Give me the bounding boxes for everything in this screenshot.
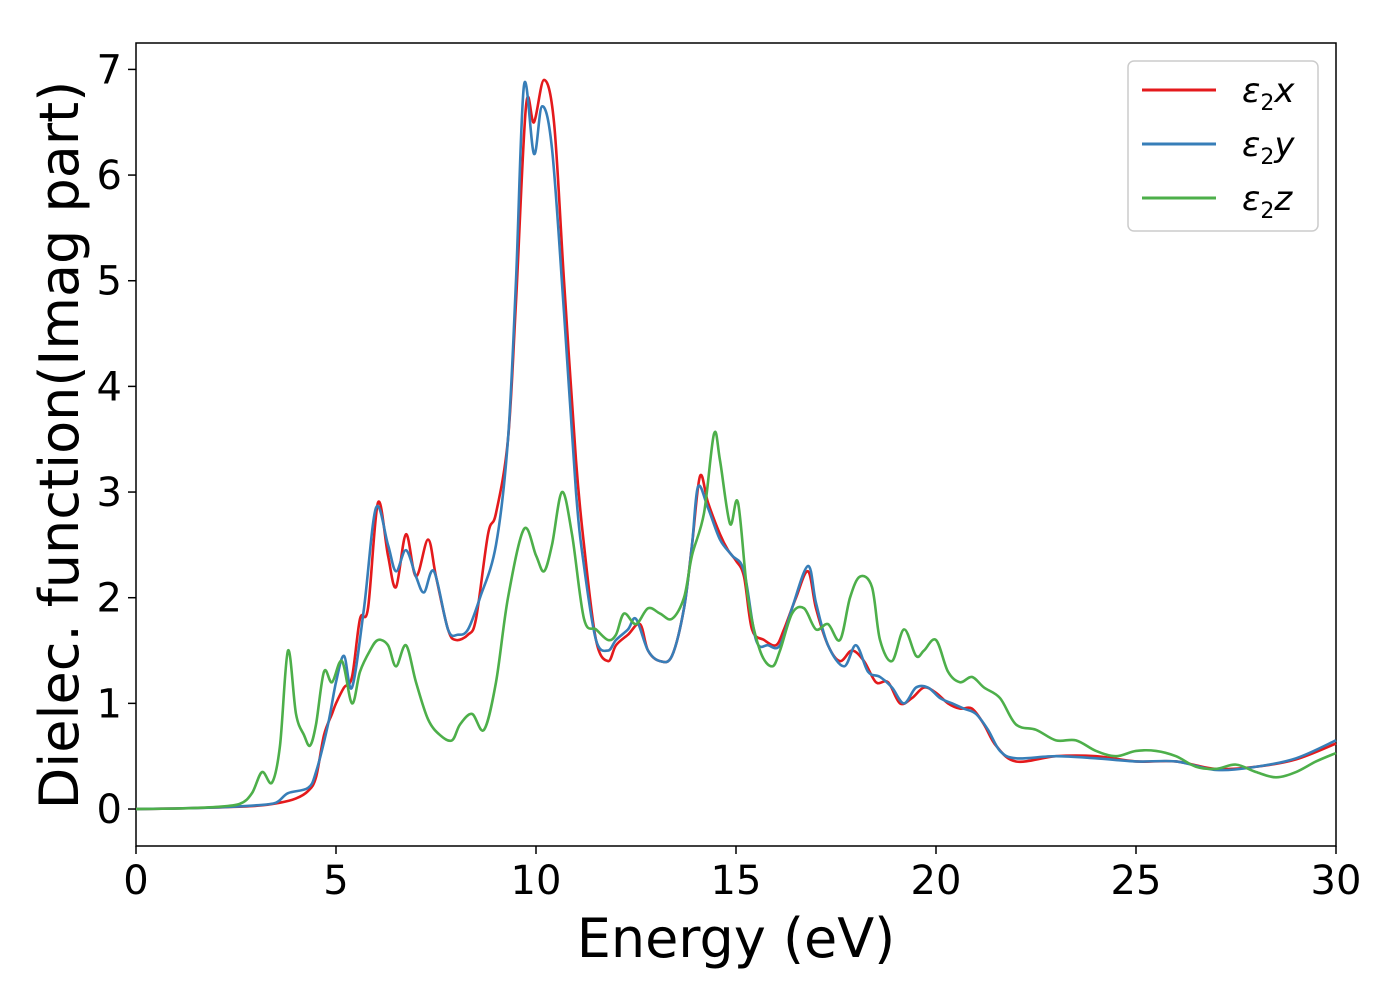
y-tick-label: 2 <box>97 576 122 622</box>
y-tick-label: 0 <box>97 787 122 833</box>
x-tick-label: 5 <box>323 858 348 904</box>
y-tick-label: 3 <box>97 470 122 516</box>
y-axis-ticks: 0 1 2 3 4 5 6 7 <box>97 47 136 833</box>
series-line-eps2z <box>135 430 1337 811</box>
x-tick-label: 30 <box>1311 858 1362 904</box>
y-axis-label: Dielec. function(Imag part) <box>28 81 91 810</box>
x-tick-label: 10 <box>511 858 562 904</box>
legend-label: ε2x <box>1242 71 1295 116</box>
legend-label: ε2y <box>1242 125 1295 170</box>
x-axis-label: Energy (eV) <box>577 907 896 970</box>
legend: ε2x ε2y ε2z <box>1127 60 1319 232</box>
y-tick-label: 1 <box>97 681 122 727</box>
x-axis-ticks: 0 5 10 15 20 25 30 <box>123 846 1361 904</box>
legend-label: ε2z <box>1242 179 1293 224</box>
y-tick-label: 4 <box>97 364 122 410</box>
x-tick-label: 25 <box>1111 858 1162 904</box>
y-tick-label: 5 <box>97 259 122 305</box>
y-tick-label: 7 <box>97 47 122 93</box>
x-tick-label: 20 <box>911 858 962 904</box>
series-lines <box>135 78 1337 811</box>
y-tick-label: 6 <box>97 153 122 199</box>
x-tick-label: 15 <box>711 858 762 904</box>
legend-box <box>1127 60 1319 232</box>
x-tick-label: 0 <box>123 858 148 904</box>
series-line-eps2y <box>135 80 1337 811</box>
